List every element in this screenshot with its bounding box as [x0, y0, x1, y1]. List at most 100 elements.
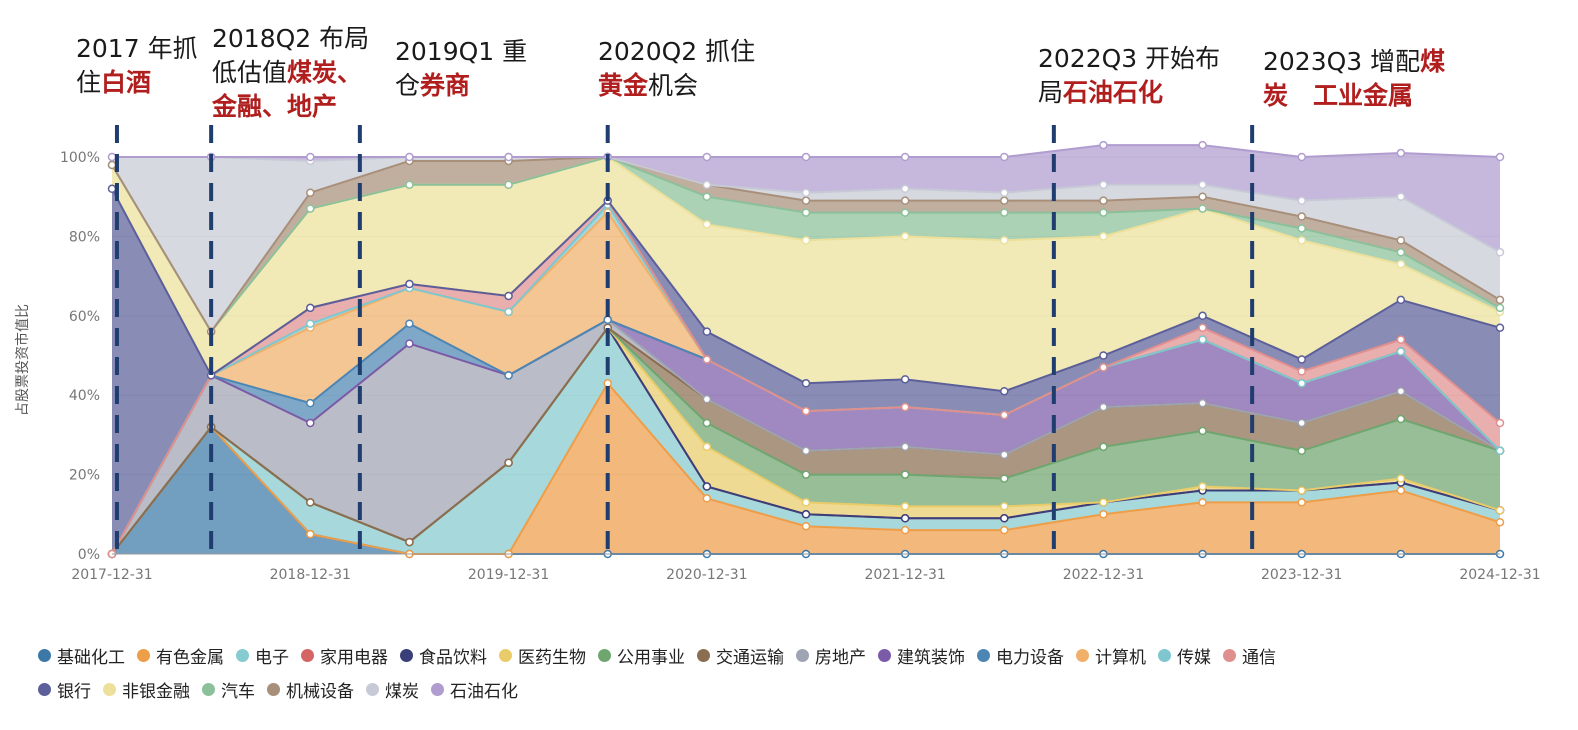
- point-有色金属: [1396, 486, 1406, 495]
- point-房地产: [1396, 386, 1406, 396]
- legend-item[interactable]: 传媒: [1158, 643, 1211, 668]
- annotation-highlight: 券商: [420, 71, 471, 100]
- legend-item[interactable]: 建筑装饰: [878, 643, 965, 668]
- legend-item[interactable]: 机械设备: [267, 677, 354, 702]
- point-汽车: [1495, 303, 1505, 313]
- point-石油石化: [1297, 152, 1306, 162]
- legend-item[interactable]: 医药生物: [499, 643, 586, 668]
- legend-item[interactable]: 计算机: [1076, 643, 1146, 668]
- event-annotation: 2017 年抓 住白酒: [76, 32, 198, 100]
- annotation-text: 局: [1038, 78, 1064, 107]
- point-汽车: [306, 204, 315, 213]
- legend-item[interactable]: 电力设备: [977, 643, 1064, 668]
- area-非银金融: [112, 157, 1500, 392]
- event-annotation: 2019Q1 重仓券商: [395, 35, 527, 103]
- annotation-line: 炭 工业金属: [1263, 79, 1445, 113]
- annotation-line: 黄金机会: [598, 69, 755, 103]
- point-石油石化: [107, 152, 117, 162]
- legend-item[interactable]: 家用电器: [301, 643, 388, 668]
- legend-swatch: [38, 648, 51, 662]
- legend-swatch: [796, 648, 809, 662]
- area-建筑装饰: [112, 319, 1500, 554]
- annotation-text: 2020Q2 抓住: [598, 37, 756, 66]
- point-煤炭: [1000, 188, 1009, 197]
- annotation-highlight: 石油石化: [1063, 78, 1164, 107]
- legend-item[interactable]: 食品饮料: [400, 643, 487, 668]
- point-电力设备: [504, 371, 513, 380]
- point-食品饮料: [900, 514, 910, 523]
- point-公用事业: [801, 470, 811, 479]
- point-银行: [1495, 323, 1505, 332]
- point-煤炭: [1396, 192, 1406, 201]
- annotation-line: 金融、地产: [212, 90, 369, 124]
- area-石油石化: [112, 145, 1500, 253]
- legend-item[interactable]: 石油石化: [431, 677, 518, 702]
- legend-item[interactable]: 通信: [1223, 643, 1276, 668]
- annotation-text: 住: [76, 68, 102, 97]
- legend-label: 计算机: [1095, 647, 1146, 668]
- legend-swatch: [366, 682, 379, 696]
- legend-swatch: [236, 648, 249, 662]
- legend-label: 房地产: [815, 647, 866, 668]
- point-石油石化: [702, 152, 712, 162]
- x-tick-label: 2020-12-31: [666, 567, 747, 583]
- legend-swatch: [431, 682, 444, 696]
- legend-item[interactable]: 房地产: [796, 643, 866, 668]
- legend-item[interactable]: 公用事业: [598, 643, 685, 668]
- y-tick-label: 80%: [69, 229, 100, 245]
- x-tick-label: 2024-12-31: [1459, 567, 1540, 583]
- point-非银金融: [1297, 236, 1306, 245]
- point-汽车: [801, 208, 811, 217]
- point-房地产: [801, 446, 811, 456]
- point-机械设备: [1495, 295, 1505, 305]
- legend-item[interactable]: 基础化工: [38, 643, 125, 668]
- point-医药生物: [1396, 474, 1406, 483]
- legend-item[interactable]: 煤炭: [366, 677, 419, 702]
- point-石油石化: [1198, 140, 1207, 150]
- legend-item[interactable]: 汽车: [202, 677, 255, 702]
- point-汽车: [1000, 208, 1009, 217]
- point-石油石化: [504, 152, 513, 162]
- point-医药生物: [1099, 498, 1108, 507]
- legend-item[interactable]: 电子: [236, 643, 289, 668]
- point-传媒: [306, 319, 315, 328]
- annotation-line: 2018Q2 布局: [212, 22, 369, 56]
- point-石油石化: [900, 152, 910, 162]
- legend-item[interactable]: 非银金融: [103, 677, 190, 702]
- legend-item[interactable]: 有色金属: [137, 643, 224, 668]
- point-房地产: [900, 442, 910, 452]
- point-电力设备: [603, 315, 612, 325]
- point-银行: [1000, 386, 1009, 396]
- legend-swatch: [1158, 648, 1171, 662]
- point-银行: [1099, 351, 1108, 360]
- annotation-line: 仓券商: [395, 69, 527, 103]
- legend-item[interactable]: 交通运输: [697, 643, 784, 668]
- annotation-line: 2022Q3 开始布: [1038, 42, 1220, 76]
- point-公用事业: [1396, 414, 1406, 424]
- point-有色金属: [1000, 525, 1009, 535]
- point-非银金融: [900, 232, 910, 241]
- legend-swatch: [137, 648, 150, 662]
- legend-item[interactable]: 银行: [38, 677, 91, 702]
- point-石油石化: [801, 152, 811, 162]
- point-煤炭: [702, 180, 712, 190]
- legend-swatch: [38, 682, 51, 696]
- legend-swatch: [1076, 648, 1089, 662]
- point-汽车: [1396, 248, 1406, 257]
- annotation-highlight: 白酒: [101, 68, 152, 97]
- point-建筑装饰: [306, 418, 315, 428]
- legend-label: 银行: [57, 681, 91, 702]
- annotation-text: 2018Q2 布局: [212, 24, 370, 53]
- legend-label: 机械设备: [286, 681, 354, 702]
- point-医药生物: [1297, 486, 1306, 495]
- annotation-line: 2017 年抓: [76, 32, 198, 66]
- point-公用事业: [1297, 446, 1306, 456]
- point-医药生物: [702, 442, 712, 452]
- point-公用事业: [702, 418, 712, 428]
- legend-label: 非银金融: [122, 681, 190, 702]
- point-煤炭: [900, 184, 910, 194]
- annotation-highlight: 金融、地产: [212, 92, 338, 121]
- legend-label: 汽车: [221, 681, 255, 702]
- legend-swatch: [400, 648, 413, 662]
